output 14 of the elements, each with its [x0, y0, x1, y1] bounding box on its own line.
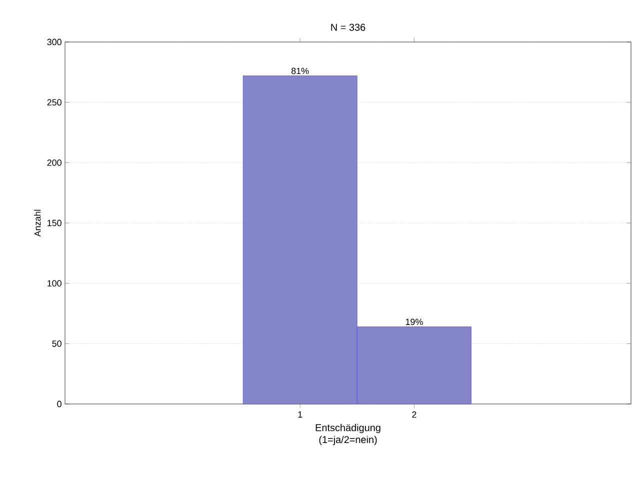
y-tick-label: 100 — [48, 280, 62, 286]
y-tick-label: 150 — [48, 220, 62, 226]
y-tick-label: 300 — [47, 38, 62, 46]
x-tick-label: 1 — [298, 411, 302, 418]
x-tick-label: 2 — [412, 411, 416, 418]
y-axis-title: Anzahl — [34, 210, 41, 237]
x-axis-title: Entschädigung (1=ja/2=nein) — [316, 424, 380, 446]
annotation: 81% — [291, 68, 309, 74]
chart-title: N = 336 — [331, 24, 366, 31]
y-tick-label: 50 — [52, 340, 62, 347]
y-tick-label: 250 — [47, 99, 62, 106]
annotation: 19% — [406, 318, 423, 326]
y-tick-label: 0 — [57, 400, 62, 408]
y-tick-label: 200 — [47, 159, 62, 166]
